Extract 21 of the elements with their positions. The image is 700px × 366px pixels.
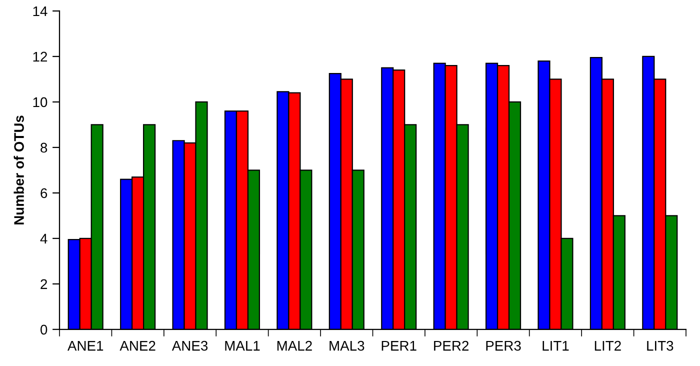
y-tick-label: 12 — [33, 52, 47, 62]
x-tick-label: MAL1 — [225, 341, 260, 351]
x-tick-label: PER3 — [486, 340, 521, 351]
x-tick-label: ANE3 — [172, 340, 208, 351]
x-tick-label: LIT1 — [542, 341, 569, 351]
x-tick-label: PER2 — [434, 340, 469, 351]
x-tick-label: MAL2 — [277, 340, 312, 351]
y-axis-title: Number of OTUs — [14, 116, 24, 224]
y-tick-label: 4 — [40, 234, 48, 244]
x-tick-label: LIT3 — [647, 340, 674, 351]
x-tick-label: ANE2 — [120, 340, 156, 351]
y-tick-label: 0 — [40, 324, 48, 335]
y-tick-label: 10 — [33, 97, 48, 108]
y-tick-label: 2 — [40, 279, 47, 289]
y-tick-label: 8 — [40, 142, 48, 153]
x-tick-label: LIT2 — [594, 340, 621, 351]
x-tick-label: MAL3 — [330, 340, 364, 351]
x-tick-label: PER1 — [382, 341, 416, 351]
x-tick-label: ANE1 — [67, 341, 104, 351]
y-tick-label: 14 — [33, 6, 48, 16]
y-tick-label: 6 — [40, 188, 48, 198]
